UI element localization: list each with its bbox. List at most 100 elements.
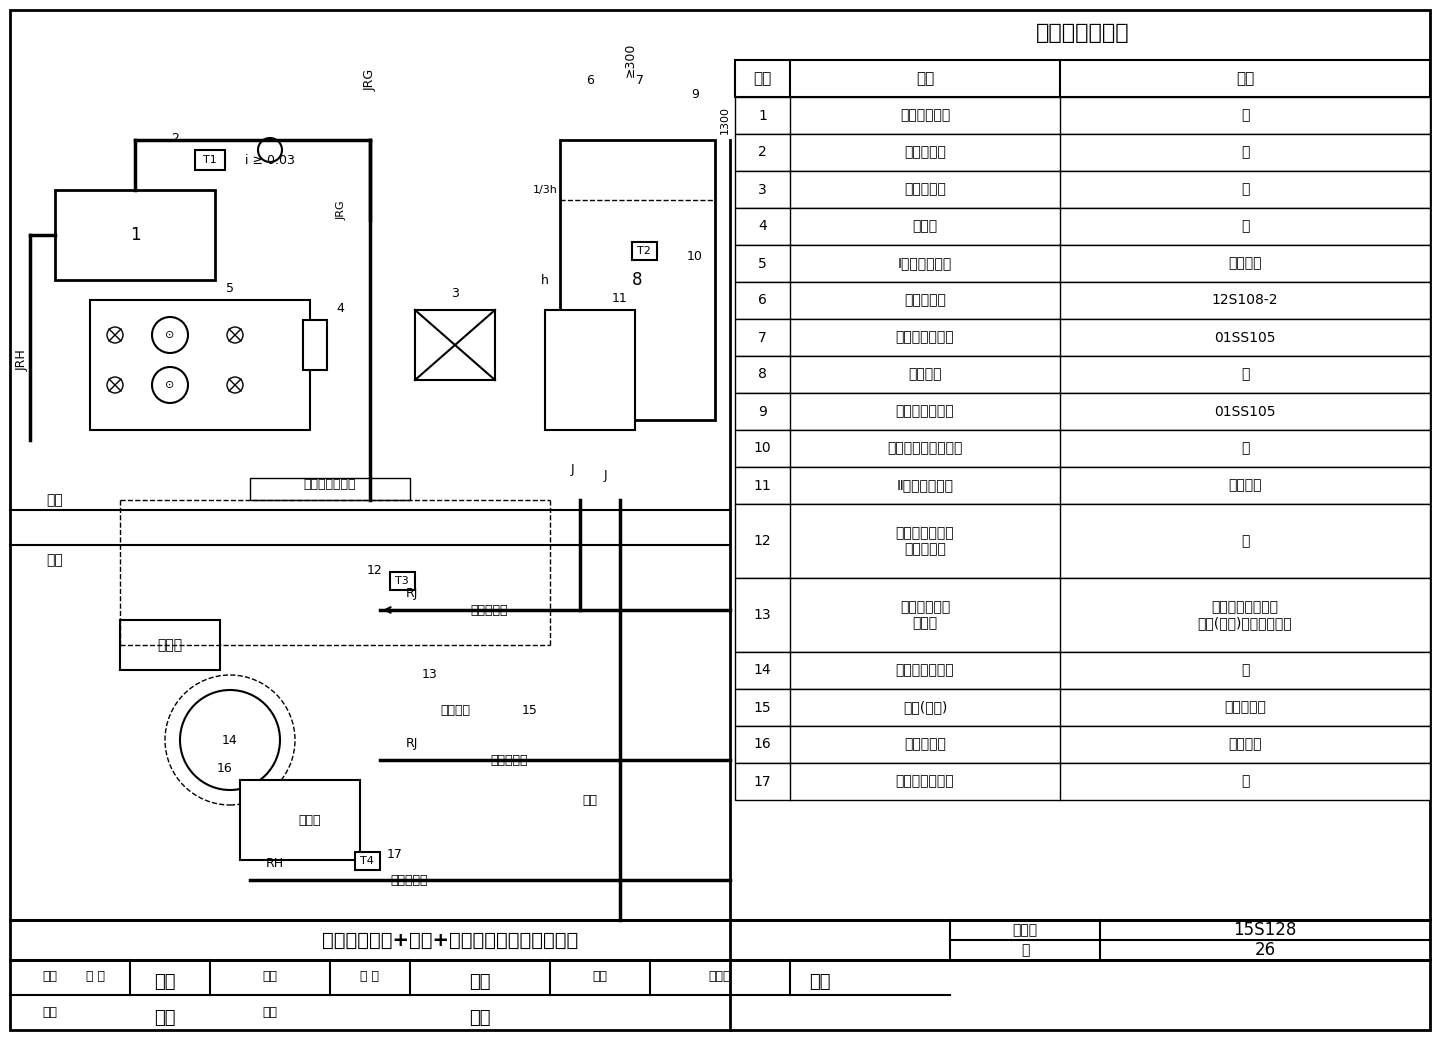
Text: 17: 17 <box>753 775 772 788</box>
Text: 张磊: 张磊 <box>154 973 176 991</box>
Bar <box>632 242 657 260</box>
Text: Ⅰ号集热循环泵: Ⅰ号集热循环泵 <box>899 257 952 270</box>
Text: 1: 1 <box>757 108 768 123</box>
Text: －用－备: －用－备 <box>1228 737 1261 752</box>
Text: 序号: 序号 <box>753 71 772 86</box>
Bar <box>734 578 1430 652</box>
Text: 17: 17 <box>387 849 403 861</box>
Text: 排污管: 排污管 <box>298 813 321 827</box>
Bar <box>734 726 1430 763</box>
Text: 温度传感器: 温度传感器 <box>904 146 946 159</box>
Text: 16: 16 <box>217 762 233 775</box>
Bar <box>734 171 1430 208</box>
Text: JRH: JRH <box>16 349 29 371</box>
Text: 11: 11 <box>753 478 772 493</box>
Text: 张磊: 张磊 <box>154 1009 176 1028</box>
Bar <box>734 356 1430 393</box>
Bar <box>251 478 410 500</box>
Text: 12S108-2: 12S108-2 <box>1211 293 1279 308</box>
Text: 张 磊: 张 磊 <box>85 970 105 984</box>
Bar <box>544 310 635 430</box>
Bar <box>734 652 1430 688</box>
Text: 真空破坏器: 真空破坏器 <box>904 293 946 308</box>
Text: 设计: 设计 <box>592 970 608 984</box>
Text: 液压水位控制阀: 液压水位控制阀 <box>896 331 955 344</box>
Bar <box>734 688 1430 726</box>
Bar <box>356 852 380 870</box>
Bar <box>734 393 1430 430</box>
Bar <box>89 300 310 430</box>
Bar <box>734 97 1430 134</box>
Text: 容积式水加热器: 容积式水加热器 <box>896 664 955 677</box>
Text: 校对: 校对 <box>262 970 278 984</box>
Text: 回水循环泵: 回水循环泵 <box>904 737 946 752</box>
Text: 玩起: 玩起 <box>809 973 831 991</box>
Text: －: － <box>1241 219 1248 234</box>
Text: 审核: 审核 <box>43 970 58 984</box>
Text: 强制循环板换+水箱+水罐间接加热系统示意图: 强制循环板换+水箱+水罐间接加热系统示意图 <box>323 931 577 950</box>
Text: 8: 8 <box>757 367 768 382</box>
Text: 接工质灌注装置: 接工质灌注装置 <box>304 478 356 492</box>
Text: 4: 4 <box>336 302 344 315</box>
Text: h: h <box>541 274 549 286</box>
Text: 26: 26 <box>1254 941 1276 959</box>
Text: －: － <box>1241 367 1248 382</box>
Text: 11: 11 <box>612 292 628 305</box>
Text: 辅助热源: 辅助热源 <box>441 703 469 717</box>
Text: 室内: 室内 <box>46 553 63 567</box>
Bar <box>390 572 415 590</box>
Text: 1/3h: 1/3h <box>533 185 557 196</box>
Text: 6: 6 <box>757 293 768 308</box>
Text: 板式换热器: 板式换热器 <box>904 182 946 197</box>
Text: J: J <box>603 468 606 482</box>
Text: 3: 3 <box>757 182 768 197</box>
Text: 闸阀(常闭): 闸阀(常闭) <box>903 701 948 714</box>
Text: 集热水箱: 集热水箱 <box>909 367 942 382</box>
Text: J: J <box>570 464 573 476</box>
Text: T3: T3 <box>395 576 409 586</box>
Text: 5: 5 <box>226 282 233 295</box>
Text: 12: 12 <box>367 564 383 576</box>
Text: 自力式温控阀
电动阀: 自力式温控阀 电动阀 <box>900 600 950 630</box>
Text: 3: 3 <box>451 287 459 300</box>
Text: 容积式水加热器
温度传感器: 容积式水加热器 温度传感器 <box>896 526 955 556</box>
Text: 12: 12 <box>753 534 772 548</box>
Bar <box>734 134 1430 171</box>
Text: 王岩松: 王岩松 <box>708 970 732 984</box>
Text: JRG: JRG <box>337 200 347 219</box>
Text: 01SS105: 01SS105 <box>1214 405 1276 418</box>
Text: 事故检修阀: 事故检修阀 <box>1224 701 1266 714</box>
Text: T2: T2 <box>636 246 651 256</box>
Bar <box>560 140 716 420</box>
Text: 1300: 1300 <box>720 106 730 134</box>
Text: T4: T4 <box>360 856 374 866</box>
Text: －: － <box>1241 775 1248 788</box>
Text: T1: T1 <box>203 155 217 165</box>
Text: RJ: RJ <box>406 737 418 750</box>
Text: 13: 13 <box>422 669 438 681</box>
Text: －: － <box>1241 108 1248 123</box>
Text: 主要设备材料表: 主要设备材料表 <box>1035 23 1129 43</box>
Text: 集热水箱温度传感器: 集热水箱温度传感器 <box>887 442 963 456</box>
Bar <box>734 430 1430 467</box>
Text: 张哲: 张哲 <box>469 973 491 991</box>
Text: 2: 2 <box>757 146 768 159</box>
Bar <box>734 208 1430 245</box>
Text: 张哲: 张哲 <box>469 1009 491 1028</box>
Text: 5: 5 <box>757 257 768 270</box>
Text: ≥300: ≥300 <box>624 43 636 77</box>
Text: 水箱液位传感器: 水箱液位传感器 <box>896 405 955 418</box>
Text: 14: 14 <box>222 733 238 747</box>
Text: 热水回水管: 热水回水管 <box>390 874 428 886</box>
Text: 回水温度传感器: 回水温度传感器 <box>896 775 955 788</box>
Text: －: － <box>1241 146 1248 159</box>
Text: －: － <box>1241 442 1248 456</box>
Text: ⊙: ⊙ <box>166 380 174 390</box>
Text: 热水供水管: 热水供水管 <box>469 603 507 617</box>
Bar <box>194 150 225 170</box>
Text: 名称: 名称 <box>916 71 935 86</box>
Text: 2: 2 <box>171 132 179 145</box>
Text: 15: 15 <box>523 703 539 717</box>
Text: 13: 13 <box>753 608 772 622</box>
Text: 10: 10 <box>753 442 772 456</box>
